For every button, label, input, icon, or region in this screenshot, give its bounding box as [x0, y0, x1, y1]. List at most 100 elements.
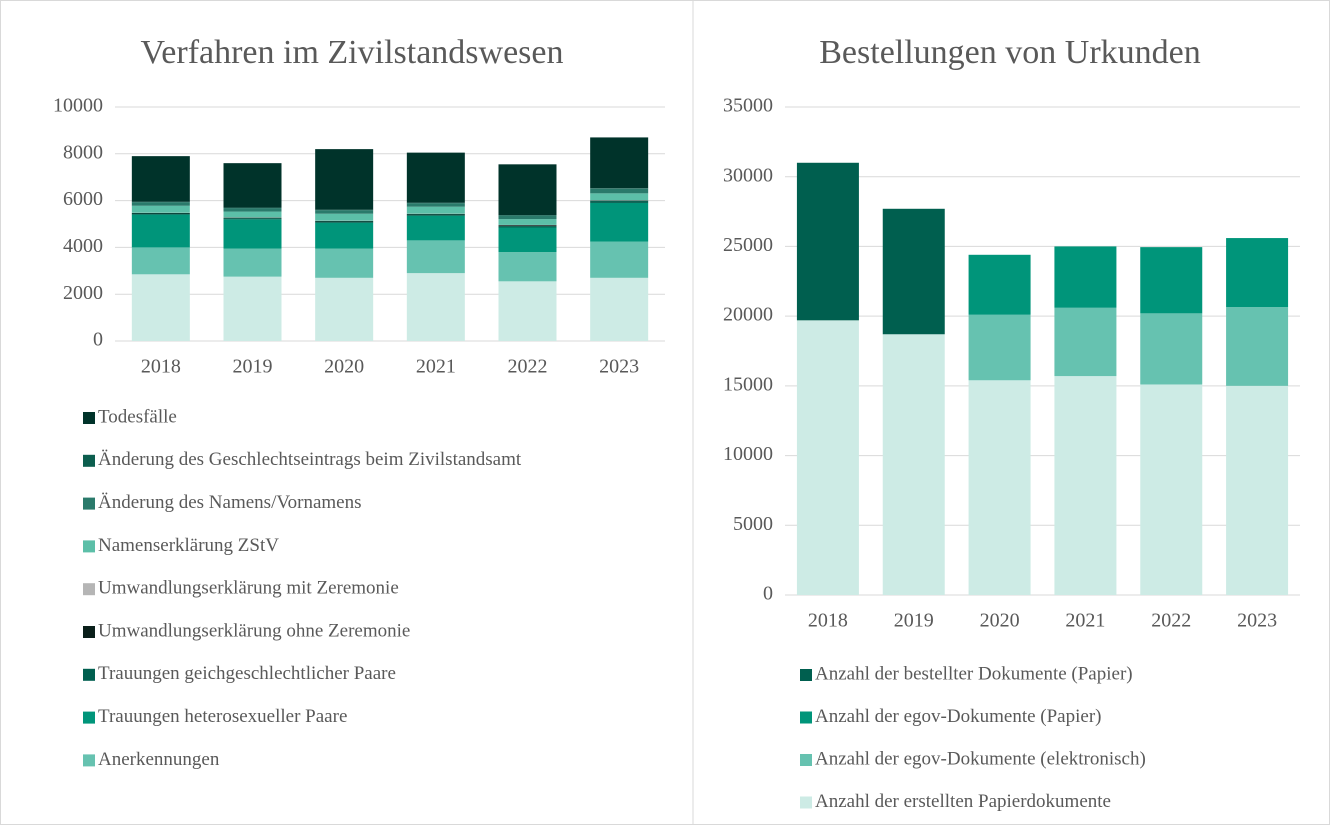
x-tick-label: 2019: [894, 610, 934, 632]
bar-segment: [223, 219, 282, 249]
bar-segment: [590, 193, 649, 201]
bar-segment: [223, 276, 282, 341]
bar-segment: [498, 227, 557, 253]
bar-segment: [315, 248, 374, 278]
legend-label: Änderung des Geschlechtseintrags beim Zi…: [98, 449, 522, 470]
legend-swatch: [83, 497, 95, 510]
legend-swatch: [83, 412, 95, 424]
y-tick-label: 15000: [723, 373, 773, 395]
bar-segment: [968, 380, 1031, 595]
bar-segment: [315, 149, 374, 210]
bar-segment: [1140, 384, 1203, 595]
legend-swatch: [800, 754, 812, 766]
bar-segment: [406, 203, 465, 207]
bar-segment: [315, 222, 374, 249]
y-tick-label: 4000: [63, 235, 103, 257]
bar-segment: [1140, 313, 1203, 385]
bar-segment: [406, 240, 465, 274]
bar-segment: [315, 213, 374, 221]
bar-segment: [223, 163, 282, 208]
legend-label: Anzahl der erstellten Papierdokumente: [815, 791, 1111, 812]
bar-segment: [1226, 385, 1289, 595]
x-tick-label: 2021: [1065, 610, 1105, 632]
bar-segment: [882, 208, 945, 335]
bar-segment: [406, 214, 465, 216]
bar-segment: [131, 214, 190, 248]
x-tick-label: 2018: [141, 356, 181, 378]
bar-segment: [131, 156, 190, 202]
chart-title: Verfahren im Zivilstandswesen: [141, 34, 564, 71]
legend-label: Todesfälle: [98, 406, 177, 427]
bar-segment: [968, 314, 1031, 381]
bar-segment: [498, 215, 557, 220]
x-tick-label: 2022: [508, 356, 548, 378]
legend-label: Anzahl der egov-Dokumente (Papier): [815, 706, 1101, 727]
x-tick-label: 2021: [416, 356, 456, 378]
chart-title: Bestellungen von Urkunden: [819, 34, 1201, 71]
bar-segment: [131, 274, 190, 341]
legend-swatch: [800, 796, 812, 809]
bar-segment: [223, 218, 282, 220]
y-tick-label: 30000: [723, 164, 773, 186]
bar-segment: [1226, 307, 1289, 386]
bar-segment: [590, 241, 649, 278]
bar-segment: [406, 273, 465, 341]
bar-segment: [1140, 247, 1203, 314]
bar-segment: [1226, 238, 1289, 308]
bar-segment: [1054, 376, 1117, 595]
bar-segment: [223, 208, 282, 212]
x-tick-label: 2023: [599, 356, 639, 378]
x-tick-label: 2019: [233, 356, 273, 378]
x-tick-label: 2023: [1237, 610, 1277, 632]
bar-segment: [498, 252, 557, 282]
bar-segment: [590, 202, 649, 242]
legend-label: Anzahl der bestellter Dokumente (Papier): [815, 663, 1133, 684]
legend-label: Umwandlungserklärung mit Zeremonie: [98, 578, 399, 599]
x-tick-label: 2020: [980, 610, 1020, 632]
legend-swatch: [83, 540, 95, 553]
bar-segment: [498, 225, 557, 227]
y-tick-label: 20000: [723, 304, 773, 326]
legend-swatch: [83, 668, 95, 681]
bar-segment: [590, 277, 649, 341]
y-tick-label: 6000: [63, 188, 103, 210]
legend-swatch: [83, 711, 95, 724]
legend-label: Umwandlungserklärung ohne Zeremonie: [98, 620, 410, 641]
bar-segment: [315, 221, 374, 223]
y-tick-label: 25000: [723, 234, 773, 256]
legend-label: Trauungen geichgeschlechtlicher Paare: [98, 663, 396, 684]
bar-segment: [1054, 246, 1117, 308]
legend-label: Anerkennungen: [98, 749, 220, 770]
y-tick-label: 35000: [723, 95, 773, 117]
y-tick-label: 2000: [63, 282, 103, 304]
bar-segment: [131, 205, 190, 213]
y-tick-label: 8000: [63, 141, 103, 163]
bar-segment: [590, 137, 649, 189]
y-tick-label: 0: [763, 583, 773, 605]
bar-segment: [498, 226, 557, 228]
bar-segment: [590, 188, 649, 194]
bar-segment: [131, 247, 190, 275]
bar-segment: [1054, 307, 1117, 377]
bar-segment: [406, 215, 465, 241]
legend-label: Namenserklärung ZStV: [98, 535, 279, 556]
bar-segment: [968, 254, 1031, 315]
legend-swatch: [800, 711, 812, 724]
bar-segment: [498, 281, 557, 341]
bar-segment: [315, 210, 374, 214]
bar-segment: [315, 277, 374, 341]
legend-swatch: [83, 583, 95, 596]
bar-segment: [131, 213, 190, 215]
y-tick-label: 10000: [53, 95, 103, 117]
bar-segment: [882, 334, 945, 595]
bar-segment: [406, 152, 465, 203]
legend-label: Trauungen heterosexueller Paare: [98, 706, 347, 727]
legend-swatch: [83, 454, 95, 467]
bar-segment: [498, 219, 557, 225]
bar-segment: [498, 164, 557, 216]
bar-segment: [796, 162, 859, 321]
y-tick-label: 0: [93, 329, 103, 351]
legend-swatch: [800, 669, 812, 681]
